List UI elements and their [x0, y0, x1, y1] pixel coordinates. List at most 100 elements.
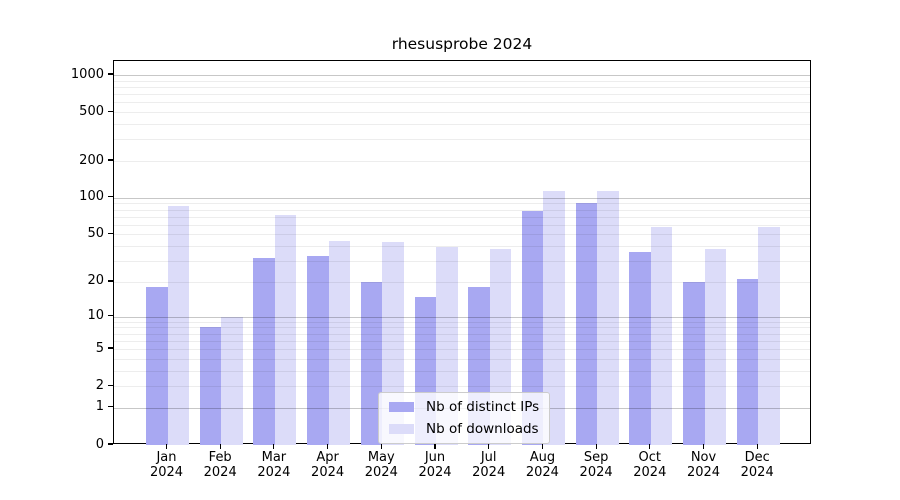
x-tick-label-sep: Sep 2024: [579, 450, 613, 480]
gridline-6: [114, 340, 810, 342]
gridline-600: [114, 102, 810, 104]
y-tick-mark-0: [108, 443, 113, 445]
gridline-4: [114, 358, 810, 360]
y-tick-mark-20: [108, 280, 113, 282]
gridline-9: [114, 321, 810, 323]
y-tick-label-500: 500: [79, 103, 104, 119]
x-tick-mark-jul: [488, 444, 490, 449]
gridline-500: [114, 112, 810, 114]
gridline-8: [114, 327, 810, 329]
gridline-60: [114, 224, 810, 226]
gridline-2: [114, 386, 810, 388]
bar-jan-downloads: [167, 205, 189, 445]
x-tick-mark-mar: [273, 444, 275, 449]
gridline-200: [114, 161, 810, 163]
legend-item-downloads: Nb of downloads: [389, 421, 539, 437]
y-tick-mark-100: [108, 196, 113, 198]
chart-title: rhesusprobe 2024: [391, 35, 533, 53]
x-tick-label-jun: Jun 2024: [418, 450, 452, 480]
y-tick-mark-5: [108, 347, 113, 349]
bar-mar-distinct-ips: [253, 257, 275, 445]
bar-feb-distinct-ips: [199, 327, 222, 445]
x-tick-label-aug: Aug 2024: [525, 450, 559, 480]
gridline-3: [114, 370, 810, 372]
gridline-7: [114, 333, 810, 335]
y-tick-label-1: 1: [95, 399, 104, 415]
gridline-700: [114, 94, 810, 96]
bar-dec-downloads: [758, 226, 780, 445]
x-tick-label-nov: Nov 2024: [686, 450, 721, 480]
plot-area: [113, 60, 811, 445]
y-tick-label-2: 2: [95, 377, 104, 393]
bar-sep-distinct-ips: [575, 203, 598, 445]
bar-nov-distinct-ips: [683, 281, 705, 445]
gridline-50: [114, 234, 810, 236]
gridline-800: [114, 86, 810, 88]
gridlines-layer: [114, 61, 810, 443]
y-tick-mark-1: [108, 406, 113, 408]
x-tick-mark-dec: [756, 444, 758, 449]
y-tick-label-10: 10: [87, 308, 104, 324]
distinct-ips-swatch-icon: [389, 402, 414, 412]
bar-may-distinct-ips: [360, 281, 383, 445]
y-tick-mark-500: [108, 110, 113, 112]
gridline-40: [114, 246, 810, 248]
x-tick-label-mar: Mar 2024: [257, 450, 291, 480]
x-tick-mark-nov: [702, 444, 705, 449]
x-tick-mark-apr: [327, 444, 329, 449]
bar-apr-distinct-ips: [307, 256, 329, 445]
legend-item-distinct-ips: Nb of distinct IPs: [389, 399, 539, 415]
gridline-900: [114, 80, 810, 82]
gridline-30: [114, 261, 810, 263]
legend-label-distinct-ips: Nb of distinct IPs: [426, 399, 540, 415]
gridline-80: [114, 209, 810, 211]
x-tick-label-oct: Oct 2024: [633, 450, 667, 480]
bar-oct-distinct-ips: [629, 251, 651, 445]
gridline-400: [114, 124, 810, 126]
legend-label-downloads: Nb of downloads: [426, 421, 539, 437]
gridline-100: [114, 197, 810, 199]
bar-aug-downloads: [543, 191, 565, 445]
gridline-90: [114, 203, 810, 205]
x-tick-mark-jan: [165, 444, 168, 449]
gridline-10: [114, 316, 810, 318]
y-tick-label-200: 200: [79, 152, 104, 168]
y-tick-mark-2: [108, 384, 113, 386]
y-tick-label-50: 50: [87, 225, 104, 241]
gridline-300: [114, 139, 810, 141]
bar-sep-downloads: [597, 190, 619, 445]
x-tick-mark-jun: [434, 444, 436, 449]
y-tick-label-0: 0: [95, 436, 104, 452]
x-tick-mark-feb: [219, 444, 221, 449]
y-tick-mark-50: [108, 232, 113, 235]
y-tick-label-1000: 1000: [70, 66, 104, 82]
x-tick-label-may: May 2024: [364, 450, 398, 480]
bar-nov-downloads: [704, 248, 726, 445]
x-tick-label-dec: Dec 2024: [740, 450, 774, 480]
gridline-5: [114, 349, 810, 351]
y-tick-label-20: 20: [87, 273, 104, 289]
x-tick-mark-may: [380, 444, 382, 449]
x-tick-label-apr: Apr 2024: [311, 450, 345, 480]
y-tick-mark-10: [108, 314, 113, 317]
x-tick-mark-aug: [541, 444, 543, 449]
y-tick-label-100: 100: [79, 189, 104, 205]
bar-aug-distinct-ips: [521, 211, 544, 445]
gridline-1000: [114, 75, 810, 77]
y-tick-mark-200: [108, 159, 113, 161]
legend: Nb of distinct IPs Nb of downloads: [378, 392, 551, 444]
y-tick-mark-1000: [108, 73, 113, 75]
gridline-20: [114, 281, 810, 283]
bar-oct-downloads: [650, 226, 673, 445]
gridline-70: [114, 216, 810, 218]
y-tick-label-5: 5: [95, 340, 104, 356]
bar-dec-distinct-ips: [736, 279, 759, 445]
x-tick-label-jul: Jul 2024: [472, 450, 506, 480]
x-tick-mark-oct: [649, 444, 651, 449]
x-tick-label-feb: Feb 2024: [203, 450, 237, 480]
bar-apr-downloads: [328, 241, 351, 445]
x-tick-label-jan: Jan 2024: [149, 450, 184, 480]
bar-mar-downloads: [274, 214, 297, 445]
x-tick-mark-sep: [595, 444, 597, 449]
